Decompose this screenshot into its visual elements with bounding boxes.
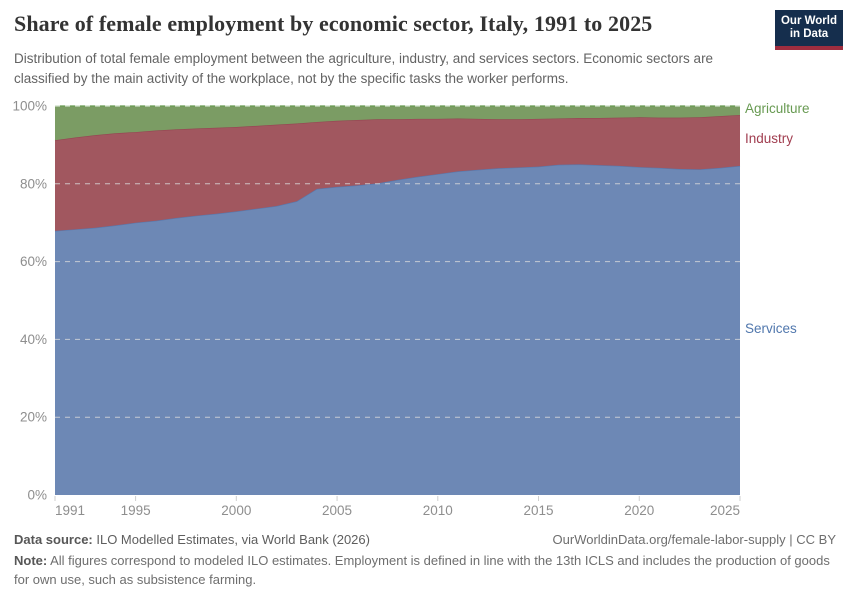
owid-url-link[interactable]: OurWorldinData.org/female-labor-supply |… [552, 532, 836, 547]
chart-note: Note: All figures correspond to modeled … [14, 552, 836, 589]
y-tick-label-40: 40% [20, 332, 47, 347]
stacked-area-chart: 0% 20% 40% 60% 80% 100% 1991 1995 2000 2005 2010 20… [0, 95, 850, 535]
area-industry [55, 114, 740, 231]
page-title: Share of female employment by economic s… [14, 11, 653, 36]
chart-note-label: Note: [14, 553, 48, 568]
x-tick-label-1995: 1995 [121, 503, 151, 518]
y-tick-label-0: 0% [27, 488, 47, 503]
y-tick-label-20: 20% [20, 410, 47, 425]
x-tick-label-2000: 2000 [221, 503, 251, 518]
chart-canvas: 0% 20% 40% 60% 80% 100% 1991 1995 2000 2005 2010 20… [12, 99, 741, 518]
series-label-industry: Industry [745, 131, 794, 147]
x-tick-label-2020: 2020 [624, 503, 654, 518]
chart-subtitle: Distribution of total female employment … [14, 51, 714, 86]
data-source: Data source: ILO Modelled Estimates, via… [14, 532, 370, 547]
chart-note-text: All figures correspond to modeled ILO es… [14, 553, 830, 587]
chart-footer: Data source: ILO Modelled Estimates, via… [14, 532, 836, 589]
area-agriculture [55, 106, 740, 141]
x-tick-label-2025: 2025 [710, 503, 740, 518]
series-label-services: Services [745, 321, 797, 337]
x-tick-label-1991: 1991 [55, 503, 85, 518]
data-source-text: ILO Modelled Estimates, via World Bank (… [92, 532, 370, 547]
y-tick-label-80: 80% [20, 176, 47, 191]
x-tick-label-2005: 2005 [322, 503, 352, 518]
x-tick-label-2015: 2015 [524, 503, 554, 518]
y-tick-label-100: 100% [12, 99, 47, 114]
owid-logo-line2: in Data [789, 28, 829, 40]
y-tick-label-60: 60% [20, 254, 47, 269]
owid-logo[interactable]: Our World in Data [775, 10, 843, 50]
area-services [55, 164, 740, 495]
owid-logo-line1: Our World [780, 15, 837, 27]
series-label-agriculture: Agriculture [745, 101, 810, 117]
x-tick-label-2010: 2010 [423, 503, 453, 518]
data-source-label: Data source: [14, 532, 93, 547]
